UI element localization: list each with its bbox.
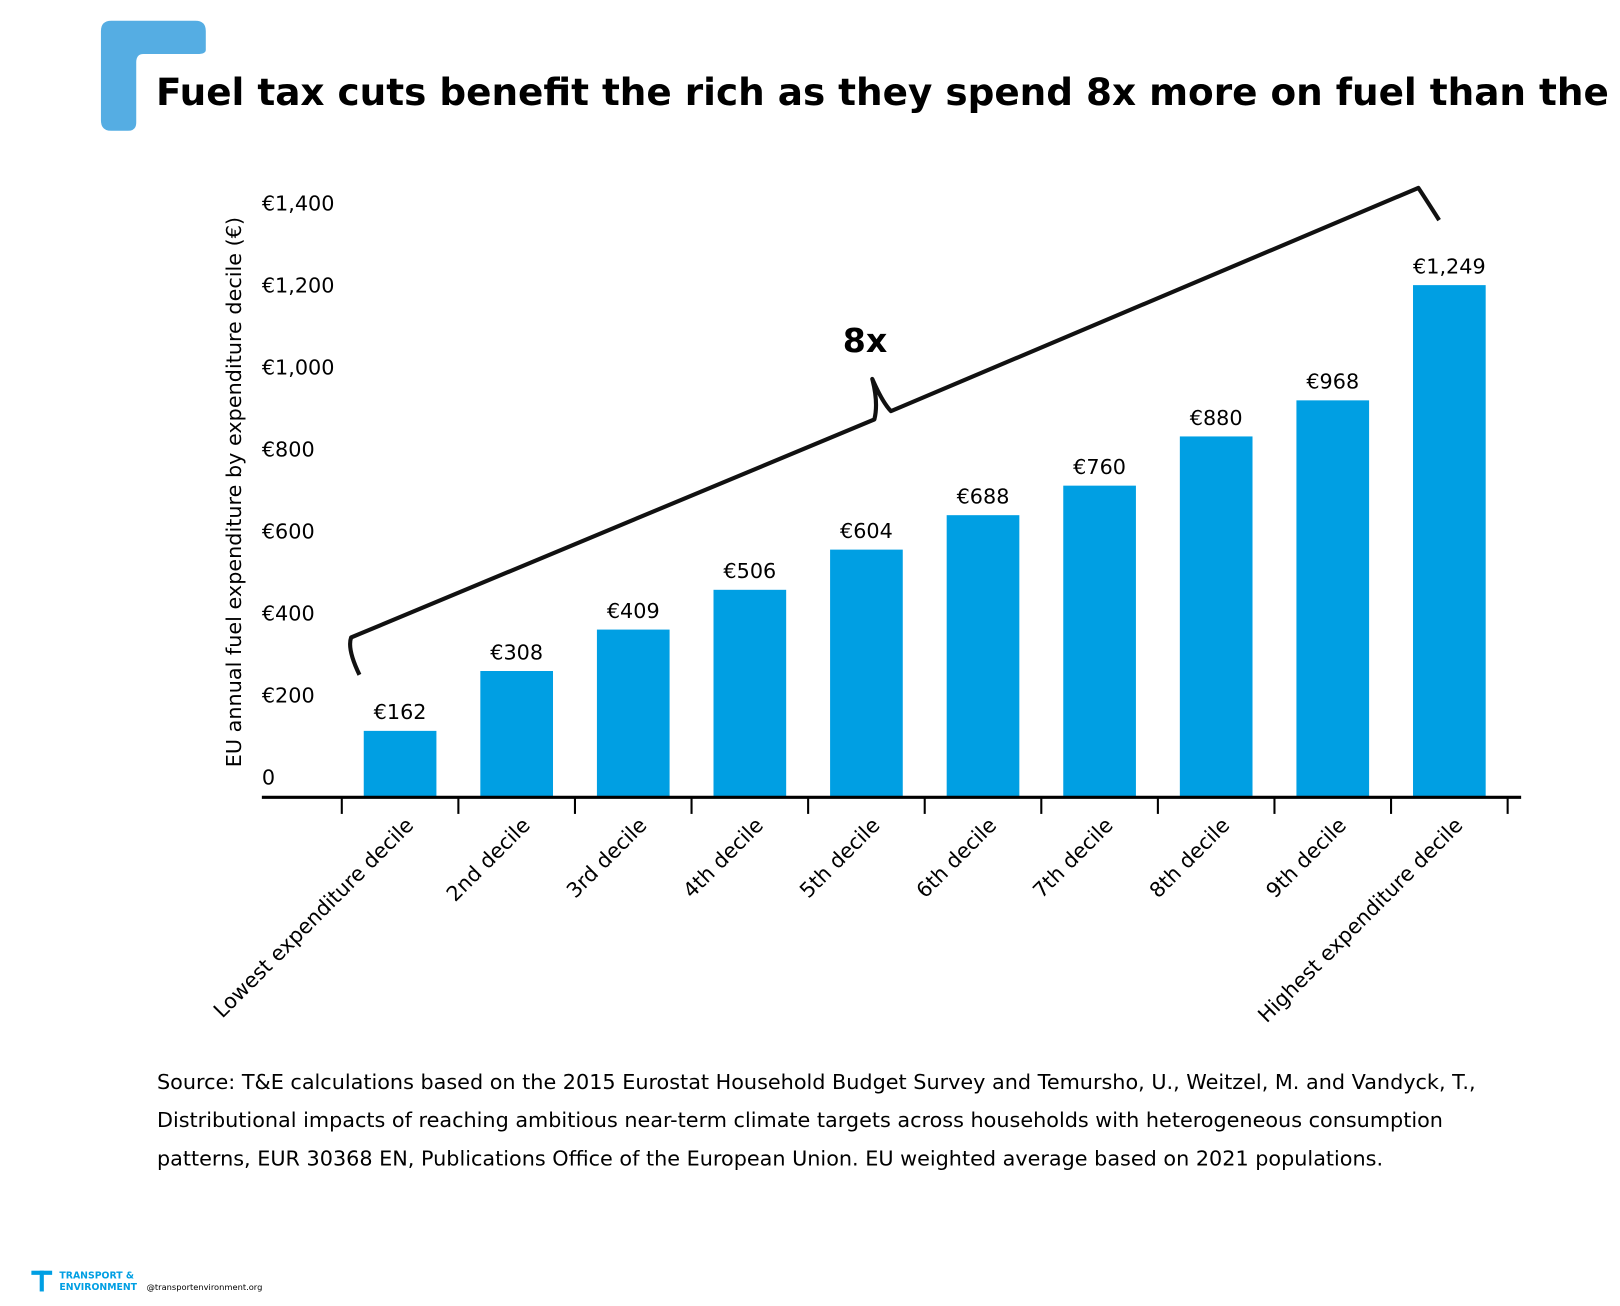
bar	[480, 671, 554, 798]
footer: TRANSPORT & ENVIRONMENT @transportenviro…	[31, 1270, 263, 1293]
bracket	[348, 185, 1441, 676]
y-tick-label: 0	[262, 766, 275, 790]
chart-title: Fuel tax cuts benefit the rich as they s…	[156, 70, 1620, 114]
y-axis-label: EU annual fuel expenditure by expenditur…	[222, 217, 246, 767]
y-tick-label: €400	[262, 602, 315, 626]
value-label: €506	[723, 559, 776, 583]
y-tick-label: €1,200	[262, 274, 335, 298]
handle: @transportenvironment.org	[147, 1282, 263, 1292]
brand-mark	[100, 20, 206, 131]
bar	[596, 629, 670, 798]
logo-mark	[39, 1270, 44, 1292]
bar	[1413, 285, 1486, 798]
logo-text: TRANSPORT &	[59, 1270, 134, 1281]
y-tick-label: €800	[262, 438, 315, 462]
logo-text: ENVIRONMENT	[59, 1282, 137, 1293]
value-label: €162	[374, 700, 427, 724]
value-label: €1,249	[1413, 254, 1486, 278]
value-label: €688	[957, 485, 1010, 509]
source: Source: T&E calculations based on the 20…	[157, 1070, 1476, 1171]
y-tick-label: €1,000	[262, 356, 335, 380]
bar	[1296, 400, 1370, 798]
value-label: €968	[1306, 370, 1359, 394]
y-tick-label: €1,400	[262, 192, 335, 216]
bar	[1179, 436, 1253, 798]
value-label: €409	[607, 599, 660, 623]
value-label: €604	[840, 519, 893, 543]
bar	[946, 515, 1020, 798]
value-label: €880	[1190, 406, 1243, 430]
bar	[830, 549, 903, 798]
source-line: patterns, EUR 30368 EN, Publications Off…	[157, 1147, 1383, 1171]
value-label: €760	[1073, 455, 1126, 479]
bar	[363, 730, 437, 798]
bar	[713, 589, 787, 798]
source-line: Source: T&E calculations based on the 20…	[157, 1070, 1476, 1094]
bar	[1063, 485, 1136, 798]
source-line: Distributional impacts of reaching ambit…	[157, 1108, 1443, 1132]
y-tick-label: €600	[262, 520, 315, 544]
y-tick-label: €200	[262, 684, 315, 708]
value-label: €308	[490, 640, 543, 664]
annotation: 8x	[843, 321, 888, 360]
